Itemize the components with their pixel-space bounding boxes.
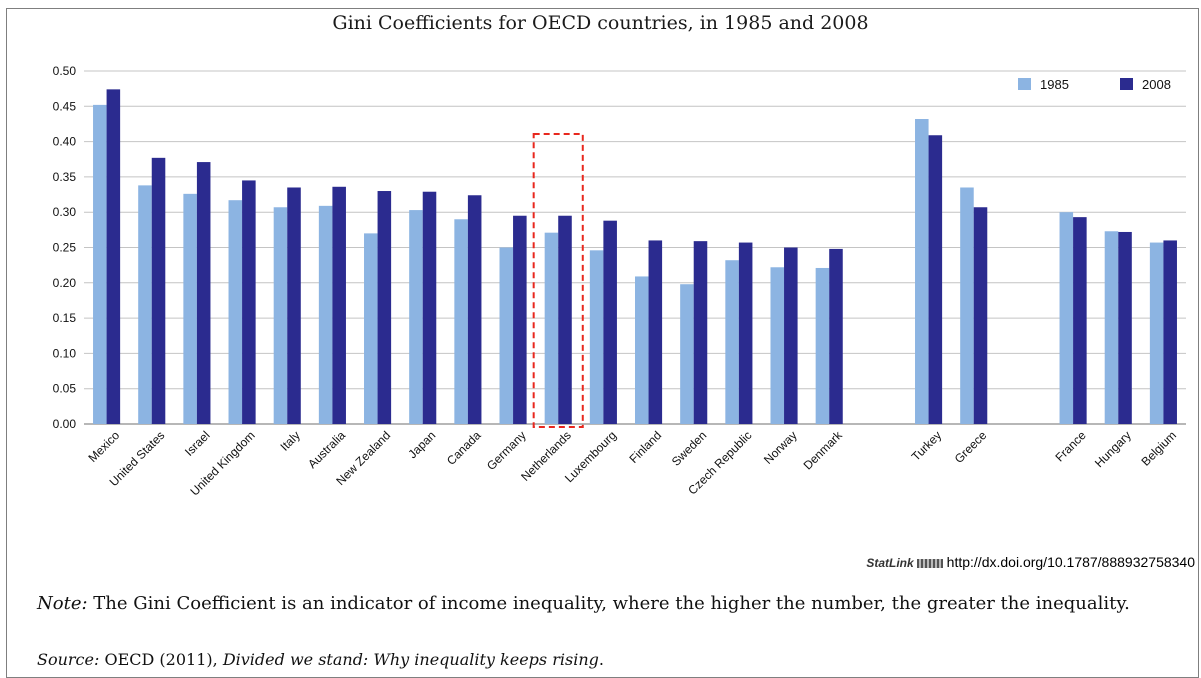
bar-2008 bbox=[151, 157, 166, 424]
bar-1985 bbox=[1149, 242, 1164, 424]
bar-2008 bbox=[558, 215, 572, 424]
note-text: The Gini Coefficient is an indicator of … bbox=[93, 593, 1130, 614]
bar-1985 bbox=[273, 207, 288, 424]
bar-2008 bbox=[973, 207, 988, 424]
y-tick-label: 0.35 bbox=[53, 170, 77, 184]
bar-2008 bbox=[1163, 240, 1177, 424]
bar-1985 bbox=[1059, 212, 1074, 424]
x-tick-label: Mexico bbox=[85, 428, 122, 465]
y-tick-label: 0.40 bbox=[53, 135, 77, 149]
x-tick-label: Turkey bbox=[909, 428, 945, 464]
bar-2008 bbox=[829, 248, 843, 424]
bar-2008 bbox=[377, 191, 392, 424]
bar-1985 bbox=[1104, 231, 1119, 424]
bar-2008 bbox=[242, 180, 256, 424]
legend-swatch bbox=[1018, 78, 1031, 90]
bar-1985 bbox=[960, 187, 974, 424]
source-title: Divided we stand: Why inequality keeps r… bbox=[222, 650, 599, 669]
bar-2008 bbox=[648, 240, 663, 424]
y-tick-label: 0.25 bbox=[53, 241, 77, 255]
bar-2008 bbox=[784, 247, 798, 424]
bar-1985 bbox=[725, 260, 739, 424]
bar-1985 bbox=[635, 276, 649, 424]
note-label: Note: bbox=[37, 593, 88, 614]
x-tick-label: Italy bbox=[277, 428, 302, 453]
bar-1985 bbox=[815, 267, 830, 424]
bar-1985 bbox=[409, 210, 423, 424]
x-tick-label: Finland bbox=[626, 428, 664, 466]
note: Note: The Gini Coefficient is an indicat… bbox=[37, 588, 1197, 619]
x-tick-label: France bbox=[1052, 428, 1089, 465]
x-tick-label: Canada bbox=[444, 428, 484, 468]
bar-2008 bbox=[603, 220, 617, 424]
statlink-logo-icon bbox=[916, 558, 943, 568]
bar-1985 bbox=[915, 119, 929, 425]
bar-2008 bbox=[287, 187, 301, 424]
y-tick-label: 0.30 bbox=[53, 205, 77, 219]
bar-1985 bbox=[454, 219, 468, 424]
y-tick-label: 0.10 bbox=[53, 346, 77, 360]
bar-1985 bbox=[499, 247, 514, 424]
y-tick-label: 0.20 bbox=[53, 276, 77, 290]
x-tick-label: Denmark bbox=[801, 428, 846, 473]
bar-2008 bbox=[467, 195, 482, 424]
legend-swatch bbox=[1120, 78, 1133, 90]
source-end: . bbox=[598, 650, 604, 669]
bar-2008 bbox=[422, 191, 437, 424]
bar-2008 bbox=[1118, 231, 1132, 424]
x-tick-label: Belgium bbox=[1139, 428, 1180, 469]
bars bbox=[93, 89, 1177, 425]
bar-2008 bbox=[332, 186, 346, 424]
bar-1985 bbox=[680, 284, 694, 424]
bar-1985 bbox=[93, 104, 107, 424]
bar-1985 bbox=[318, 205, 333, 424]
bar-2008 bbox=[513, 215, 527, 424]
bar-2008 bbox=[928, 135, 943, 424]
x-tick-label: Hungary bbox=[1092, 428, 1134, 470]
bar-2008 bbox=[1073, 217, 1087, 424]
highlight-box bbox=[532, 133, 584, 428]
bar-1985 bbox=[228, 200, 243, 424]
bar-1985 bbox=[183, 193, 197, 424]
statlink-url[interactable]: http://dx.doi.org/10.1787/888932758340 bbox=[946, 554, 1195, 570]
bar-1985 bbox=[544, 232, 559, 424]
y-tick-label: 0.45 bbox=[53, 99, 77, 113]
y-tick-label: 0.05 bbox=[53, 382, 77, 396]
x-tick-label: Israel bbox=[182, 428, 213, 459]
bar-2008 bbox=[106, 89, 121, 424]
bar-chart: 0.00 0.05 0.10 0.15 0.20 0.25 0.30 0.35 0.40 0.45… bbox=[53, 64, 1186, 499]
chart-title: Gini Coefficients for OECD countries, in… bbox=[332, 12, 869, 34]
bar-1985 bbox=[138, 185, 152, 424]
y-tick-label: 0.15 bbox=[53, 311, 77, 325]
statlink-brand: StatLink bbox=[866, 556, 914, 570]
y-tick-label: 0.50 bbox=[53, 64, 77, 78]
bar-2008 bbox=[196, 162, 211, 424]
y-axis-ticks: 0.00 0.05 0.10 0.15 0.20 0.25 0.30 0.35 0.40 0.45… bbox=[53, 64, 77, 431]
x-tick-label: Norway bbox=[761, 428, 800, 467]
x-tick-label: Germany bbox=[484, 428, 529, 473]
x-tick-label: Sweden bbox=[669, 428, 710, 469]
x-tick-label: Greece bbox=[952, 428, 990, 466]
source: Source: OECD (2011), Divided we stand: W… bbox=[37, 650, 1197, 669]
bar-1985 bbox=[364, 233, 378, 424]
legend: 1985 2008 bbox=[1018, 77, 1171, 92]
y-tick-label: 0.00 bbox=[53, 417, 77, 431]
x-tick-label: Australia bbox=[305, 428, 348, 471]
legend-label: 1985 bbox=[1040, 77, 1069, 92]
source-publisher: OECD (2011), bbox=[104, 650, 218, 669]
bar-1985 bbox=[770, 267, 785, 424]
highlight-rect bbox=[532, 133, 584, 428]
source-label: Source: bbox=[37, 650, 100, 669]
x-tick-label: Japan bbox=[405, 428, 438, 461]
legend-label: 2008 bbox=[1142, 77, 1171, 92]
bar-2008 bbox=[693, 241, 708, 424]
statlink[interactable]: StatLink http://dx.doi.org/10.1787/888932… bbox=[866, 554, 1195, 570]
bar-2008 bbox=[738, 242, 753, 424]
bar-1985 bbox=[589, 250, 604, 424]
